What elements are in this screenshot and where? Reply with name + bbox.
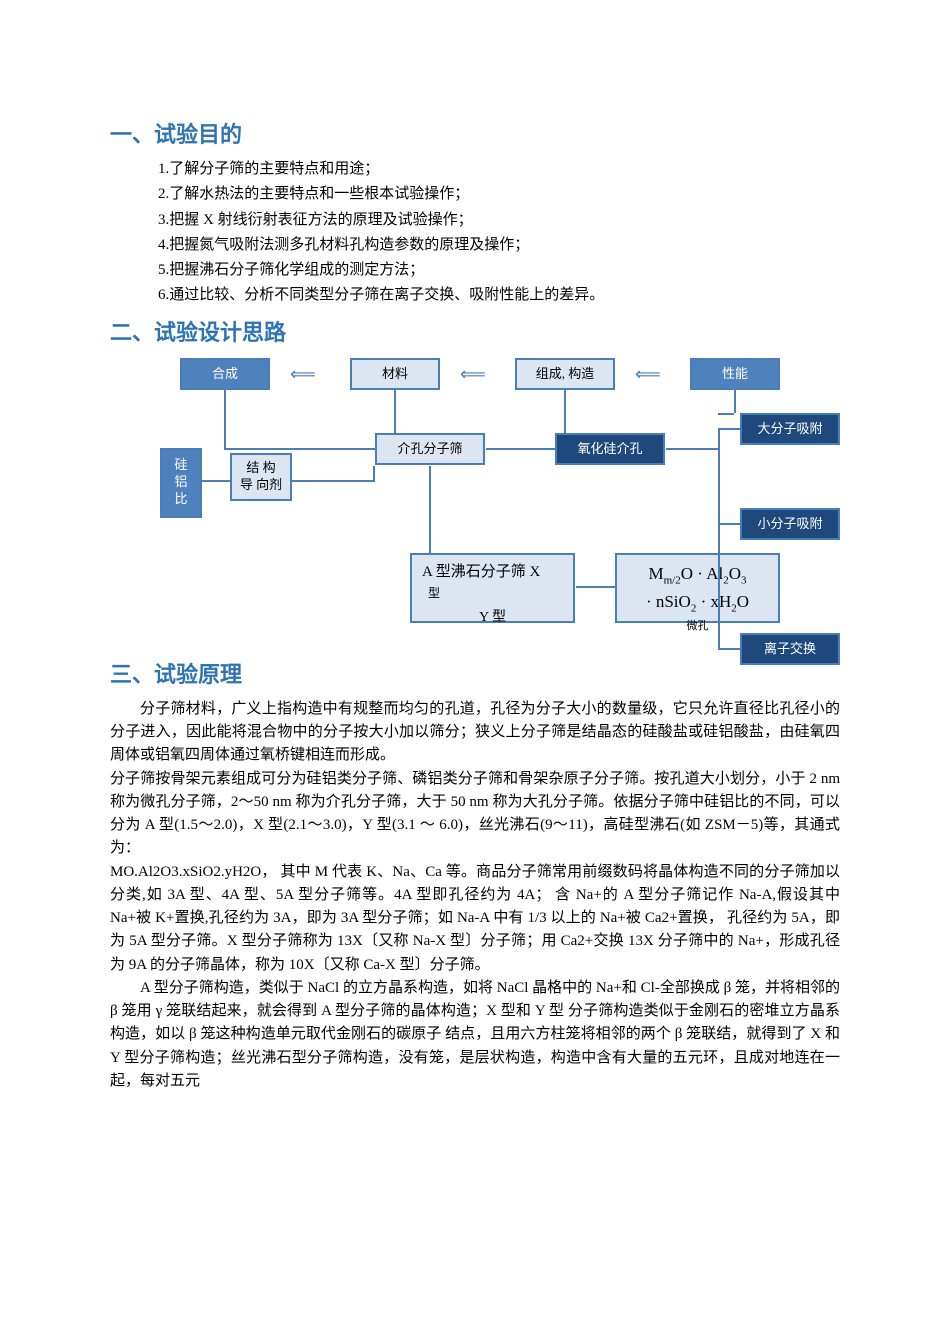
paragraph: MO.Al2O3.xSiO2.yH2O， 其中 M 代表 K、Na、Ca 等。商… [110,861,840,977]
node-material: 材料 [350,358,440,390]
label: A 型沸石分子筛 X [422,564,540,580]
fm: O · Al [681,564,724,583]
node-large-adsorb: 大分子吸附 [740,413,840,445]
connector [202,480,230,482]
node-property: 性能 [690,358,780,390]
connector [486,448,555,450]
node-directing: 结 构 导 向剂 [230,453,292,501]
connector [718,648,740,650]
fm: 3 [741,574,747,586]
list-item: 5.把握沸石分子筛化学组成的测定方法； [158,259,840,282]
connector [224,390,226,448]
list-item: 2.了解水热法的主要特点和一些根本试验操作； [158,183,840,206]
connector [564,390,566,433]
objectives-list: 1.了解分子筛的主要特点和用途； 2.了解水热法的主要特点和一些根本试验操作； … [158,158,840,308]
connector [292,480,375,482]
node-meso: 介孔分子筛 [375,433,485,465]
node-structure: 组成, 构造 [515,358,615,390]
fm: O [737,592,749,611]
fm: · nSiO [646,592,691,611]
node-synthesis: 合成 [180,358,270,390]
connector [394,390,396,433]
label: Y 型 [422,607,563,629]
fm: M [648,564,663,583]
list-item: 6.通过比较、分析不同类型分子筛在离子交换、吸附性能上的差异。 [158,284,840,307]
fm: m/2 [664,574,681,586]
node-zeolite-types: A 型沸石分子筛 X 型 Y 型 [410,553,575,623]
connector [718,428,720,648]
node-formula: Mm/2O · Al2O3 · nSiO2 · xH2O 微孔 [615,553,780,623]
connector [373,466,375,481]
label: 型 [428,584,563,603]
fm: · xH [696,592,731,611]
paragraph: 分子筛材料，广义上指构造中有规整而均匀的孔道，孔径为分子大小的数量级，它只允许直… [110,698,840,768]
connector [734,390,736,413]
connector [576,586,615,588]
node-ratio: 硅 铝 比 [160,448,202,518]
section-1-heading: 一、试验目的 [110,118,840,152]
list-item: 4.把握氮气吸附法测多孔材料孔构造参数的原理及操作； [158,234,840,257]
node-silica: 氧化硅介孔 [555,433,665,465]
label: 微孔 [625,618,770,635]
section-2-heading: 二、试验设计思路 [110,316,840,350]
connector [429,466,431,553]
node-ion-exchange: 离子交换 [740,633,840,665]
flowchart: 合成 材料 组成, 构造 性能 ⟸ ⟸ ⟸ 硅 铝 比 结 构 导 向剂 介孔分… [160,358,840,678]
connector [666,448,720,450]
connector [718,428,740,430]
list-item: 3.把握 X 射线衍射表征方法的原理及试验操作； [158,209,840,232]
connector [718,413,734,415]
arrow-icon: ⟸ [290,361,316,389]
connector [718,523,740,525]
list-item: 1.了解分子筛的主要特点和用途； [158,158,840,181]
paragraph: A 型分子筛构造，类似于 NaCl 的立方晶系构造，如将 NaCl 晶格中的 N… [110,977,840,1093]
connector [224,448,375,450]
fm: O [729,564,741,583]
node-small-adsorb: 小分子吸附 [740,508,840,540]
paragraph: 分子筛按骨架元素组成可分为硅铝类分子筛、磷铝类分子筛和骨架杂原子分子筛。按孔道大… [110,768,840,861]
arrow-icon: ⟸ [460,361,486,389]
arrow-icon: ⟸ [635,361,661,389]
